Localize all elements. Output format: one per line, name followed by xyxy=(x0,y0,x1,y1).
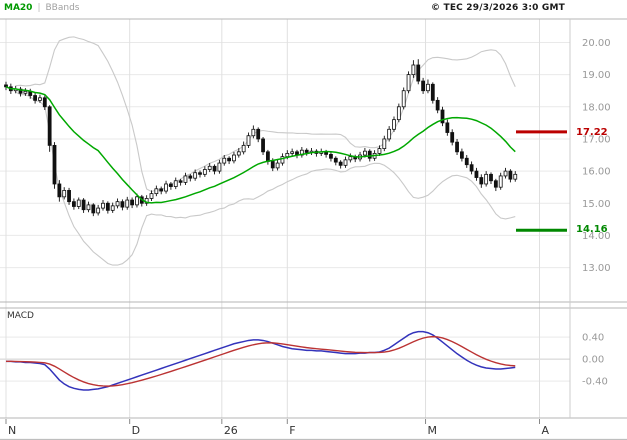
axis-tick-label: N xyxy=(8,424,16,437)
resistance-level-label: 17.22 xyxy=(576,127,608,138)
legend-separator: | xyxy=(37,3,41,13)
legend-ma20-label: MA20 xyxy=(4,3,33,13)
axis-tick-label: 16.00 xyxy=(582,167,611,178)
macd-panel-label: MACD xyxy=(7,311,34,321)
axis-tick-label: 20.00 xyxy=(582,38,611,49)
axis-tick-label: 0.00 xyxy=(582,355,604,366)
axis-tick-label: M xyxy=(428,424,438,437)
candlesticks xyxy=(4,59,518,217)
bollinger-upper-line xyxy=(15,36,516,193)
macd-line xyxy=(6,330,516,391)
axis-tick-label: 14.00 xyxy=(582,231,611,242)
panel-borders xyxy=(0,18,627,440)
legend-bbands-label: BBands xyxy=(45,3,80,13)
axis-tick-label: D xyxy=(132,424,140,437)
axis-tick-label: -0.40 xyxy=(582,377,608,388)
axis-tick-label: F xyxy=(289,424,295,437)
bollinger-lower-line xyxy=(15,91,516,266)
ma20-line xyxy=(5,86,516,204)
axis-tick-label: 15.00 xyxy=(582,199,611,210)
macd-signal-line xyxy=(6,335,516,387)
copyright-text: © TEC 29/3/2026 3:0 GMT xyxy=(430,3,565,13)
axis-tick-label: 26 xyxy=(224,424,238,437)
time-axis xyxy=(5,419,540,424)
chart-legend: MA20 | BBands xyxy=(4,3,79,13)
axis-tick-label: A xyxy=(542,424,550,437)
axis-tick-label: 18.00 xyxy=(582,102,611,113)
axis-tick-label: 13.00 xyxy=(582,263,611,274)
axis-tick-label: 17.00 xyxy=(582,134,611,145)
axis-tick-label: 19.00 xyxy=(582,70,611,81)
axis-tick-label: 0.40 xyxy=(582,333,604,344)
support-level-label: 14.16 xyxy=(576,224,608,235)
